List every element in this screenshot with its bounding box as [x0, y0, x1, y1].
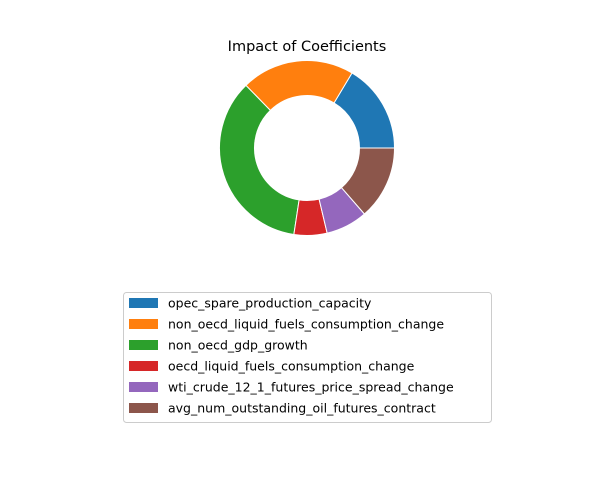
slice-avg-num-outstanding-oil-futures-contract	[340, 147, 396, 215]
legend-label: non_oecd_liquid_fuels_consumption_change	[168, 317, 444, 332]
donut-slices	[219, 60, 396, 236]
legend-items: opec_spare_production_capacity non_oecd_l…	[129, 296, 454, 416]
legend-swatch	[129, 382, 158, 392]
legend-label: wti_crude_12_1_futures_price_spread_chan…	[168, 380, 454, 395]
legend-swatch	[129, 340, 158, 350]
legend-swatch	[129, 361, 158, 371]
legend: opec_spare_production_capacity non_oecd_l…	[123, 292, 492, 423]
legend-label: opec_spare_production_capacity	[168, 296, 372, 311]
legend-label: non_oecd_gdp_growth	[168, 338, 308, 353]
legend-label: oecd_liquid_fuels_consumption_change	[168, 359, 415, 374]
legend-swatch	[129, 403, 158, 413]
chart-title: Impact of Coefficients	[228, 39, 387, 55]
legend-frame	[123, 292, 492, 423]
legend-swatch	[129, 298, 158, 308]
legend-swatch	[129, 319, 158, 329]
legend-label: avg_num_outstanding_oil_futures_contract	[168, 401, 436, 416]
slice-non-oecd-gdp-growth	[219, 84, 300, 236]
